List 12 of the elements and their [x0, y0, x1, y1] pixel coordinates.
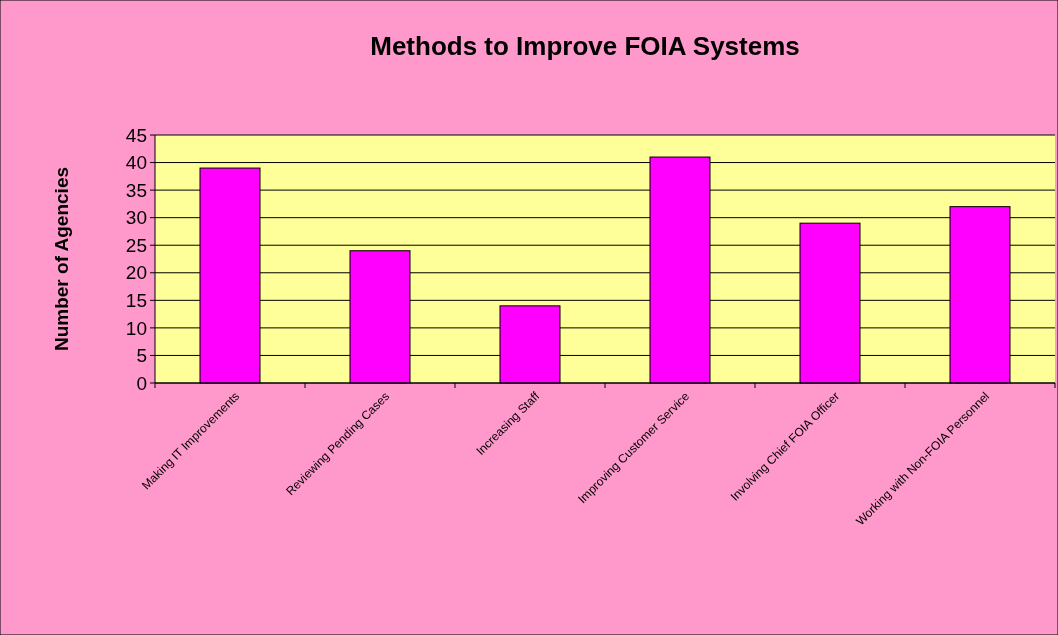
y-tick-label: 0	[136, 372, 147, 394]
y-tick-label: 25	[125, 234, 147, 256]
y-tick-label: 30	[125, 207, 147, 229]
y-tick-label: 40	[125, 152, 147, 174]
y-tick-label: 5	[136, 345, 147, 367]
y-tick-label: 35	[125, 179, 147, 201]
y-tick-label: 20	[125, 262, 147, 284]
y-tick-label: 45	[125, 124, 147, 146]
y-axis-title: Number of Agencies	[51, 166, 72, 352]
chart-title: Methods to Improve FOIA Systems	[370, 31, 800, 61]
y-tick-label: 10	[125, 317, 147, 339]
y-tick-label: 15	[125, 289, 147, 311]
